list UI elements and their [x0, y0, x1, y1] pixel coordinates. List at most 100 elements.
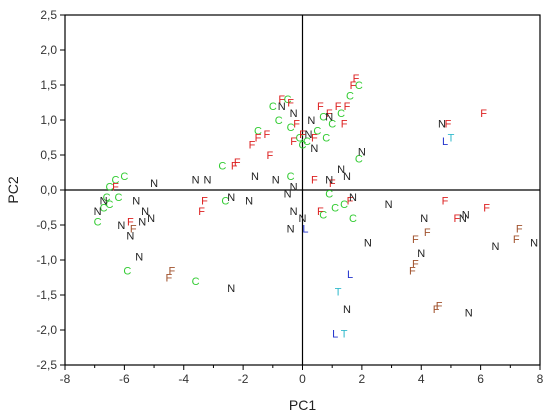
- point-f: F: [480, 108, 487, 120]
- x-tick-label: 0: [299, 372, 306, 386]
- point-l: L: [302, 224, 308, 236]
- data-points: CCCCCCCCCCCCCCCCCCCCCCCCCCCCCCCCCCFFFFFF…: [94, 73, 538, 341]
- point-n: N: [150, 178, 158, 190]
- point-c: C: [106, 182, 114, 194]
- point-f: F: [317, 206, 324, 218]
- point-n: N: [343, 304, 351, 316]
- point-n: N: [94, 206, 102, 218]
- point-n: N: [459, 213, 467, 225]
- point-t: T: [341, 329, 348, 341]
- point-n: N: [325, 112, 333, 124]
- point-f: F: [353, 73, 360, 85]
- point-f: F: [299, 129, 306, 141]
- reference-lines: [65, 15, 540, 365]
- point-n: N: [135, 252, 143, 264]
- point-f: F: [249, 140, 256, 152]
- point-f: F: [433, 304, 440, 316]
- point-c: C: [106, 199, 114, 211]
- point-f: F: [347, 196, 354, 208]
- x-tick-label: -2: [238, 372, 249, 386]
- point-f: F: [344, 101, 351, 113]
- point-c: C: [355, 154, 363, 166]
- point-c: C: [299, 140, 307, 152]
- point-n: N: [251, 171, 259, 183]
- x-axis-title: PC1: [289, 397, 316, 413]
- point-f: F: [311, 133, 318, 145]
- x-tick-label: -8: [60, 372, 71, 386]
- point-f: F: [424, 227, 431, 239]
- point-c: C: [349, 213, 357, 225]
- point-c: C: [103, 192, 111, 204]
- point-n: N: [290, 206, 298, 218]
- point-n: N: [227, 192, 235, 204]
- point-n: N: [299, 213, 307, 225]
- point-n: N: [307, 115, 315, 127]
- point-c: C: [192, 276, 200, 288]
- point-c: C: [111, 175, 119, 187]
- point-n: N: [417, 248, 425, 260]
- point-n: N: [465, 308, 473, 320]
- point-n: N: [290, 108, 298, 120]
- point-n: N: [349, 192, 357, 204]
- point-n: N: [530, 238, 538, 250]
- x-tick-label: 8: [537, 372, 544, 386]
- point-c: C: [221, 196, 229, 208]
- point-c: C: [319, 210, 327, 222]
- point-f: F: [198, 206, 205, 218]
- point-c: C: [218, 161, 226, 173]
- point-l: L: [332, 329, 338, 341]
- point-n: N: [245, 196, 253, 208]
- point-c: C: [313, 126, 321, 138]
- point-n: N: [358, 147, 366, 159]
- point-f: F: [127, 217, 134, 229]
- point-c: C: [284, 94, 292, 106]
- y-tick-label: -2,0: [36, 323, 57, 337]
- point-n: N: [310, 143, 318, 155]
- point-f: F: [255, 133, 262, 145]
- point-f: F: [409, 266, 416, 278]
- point-c: C: [114, 192, 122, 204]
- point-c: C: [346, 91, 354, 103]
- point-c: C: [100, 203, 108, 215]
- y-tick-label: 0,0: [40, 183, 57, 197]
- point-c: C: [340, 199, 348, 211]
- point-c: C: [287, 122, 295, 134]
- point-c: C: [328, 119, 336, 131]
- point-n: N: [364, 238, 372, 250]
- y-tick-label: 1,0: [40, 113, 57, 127]
- point-n: N: [462, 210, 470, 222]
- point-c: C: [303, 136, 311, 148]
- point-f: F: [317, 101, 324, 113]
- point-n: N: [272, 175, 280, 187]
- x-tick-label: 2: [359, 372, 366, 386]
- point-c: C: [296, 133, 304, 145]
- point-f: F: [130, 224, 137, 236]
- point-f: F: [290, 136, 297, 148]
- point-n: N: [204, 175, 212, 187]
- point-n: N: [287, 224, 295, 236]
- x-tick-label: 4: [418, 372, 425, 386]
- point-n: N: [117, 220, 125, 232]
- y-axis-title: PC2: [5, 176, 21, 203]
- axis-ticks: -8 -6 -4 -2 0 2 4 6 8 -2,5 -2,0 -1,5 -1,0 -0,5 0,0 0,5 1…: [36, 8, 543, 386]
- point-f: F: [166, 273, 173, 285]
- point-c: C: [275, 115, 283, 127]
- point-n: N: [126, 231, 134, 243]
- point-f: F: [293, 119, 300, 131]
- point-n: N: [290, 182, 298, 194]
- point-c: C: [355, 80, 363, 92]
- point-c: C: [94, 217, 102, 229]
- point-c: C: [120, 171, 128, 183]
- point-f: F: [350, 80, 357, 92]
- point-n: N: [385, 199, 393, 211]
- point-n: N: [337, 164, 345, 176]
- point-f: F: [483, 203, 490, 215]
- point-l: L: [347, 269, 353, 281]
- point-f: F: [169, 266, 176, 278]
- point-c: C: [254, 126, 262, 138]
- point-f: F: [341, 119, 348, 131]
- y-tick-label: 2,0: [40, 43, 57, 57]
- point-f: F: [231, 161, 238, 173]
- point-f: F: [513, 234, 520, 246]
- point-c: C: [269, 101, 277, 113]
